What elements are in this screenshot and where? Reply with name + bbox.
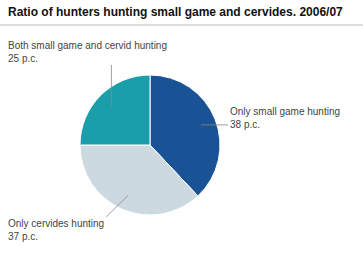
separator <box>0 25 363 26</box>
chart: Ratio of hunters hunting small game and … <box>0 0 363 269</box>
label-name: Only cervides hunting <box>8 218 104 229</box>
title-line: Ratio of hunters hunting small game and … <box>8 5 343 19</box>
slice <box>80 75 150 145</box>
slice-label: Both small game and cervid hunting 25 p.c… <box>8 40 167 64</box>
label-value: 38 p.c. <box>230 119 260 130</box>
leader-line <box>111 65 112 106</box>
labels: Only small game hunting 38 p.c. Only cervi… <box>8 40 340 242</box>
pie <box>80 75 220 215</box>
label-name: Only small game hunting <box>230 106 340 117</box>
title: Ratio of hunters hunting small game and … <box>8 5 343 19</box>
leader-line <box>201 124 228 125</box>
label-name: Both small game and cervid hunting <box>8 40 167 51</box>
slice-label: Only small game hunting 38 p.c. <box>230 106 340 130</box>
leader-line <box>106 195 128 217</box>
label-value: 25 p.c. <box>8 53 38 64</box>
slice <box>80 145 198 215</box>
slice-label: Only cervides hunting 37 p.c. <box>8 218 104 242</box>
label-value: 37 p.c. <box>8 231 38 242</box>
